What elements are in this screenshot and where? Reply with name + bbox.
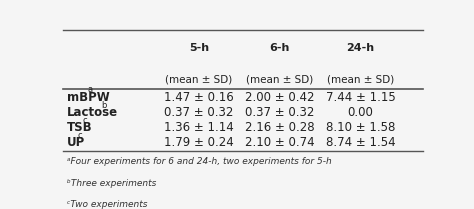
Text: TSB: TSB (66, 121, 92, 134)
Text: 2.00 ± 0.42: 2.00 ± 0.42 (245, 90, 314, 104)
Text: 0.37 ± 0.32: 0.37 ± 0.32 (245, 106, 314, 119)
Text: (mean ± SD): (mean ± SD) (327, 75, 394, 85)
Text: mBPW: mBPW (66, 90, 109, 104)
Text: c: c (78, 131, 82, 140)
Text: 2.10 ± 0.74: 2.10 ± 0.74 (245, 136, 314, 149)
Text: ᶜTwo experiments: ᶜTwo experiments (66, 200, 147, 209)
Text: UP: UP (66, 136, 85, 149)
Text: (mean ± SD): (mean ± SD) (165, 75, 232, 85)
Text: 8.74 ± 1.54: 8.74 ± 1.54 (326, 136, 395, 149)
Text: c: c (82, 116, 87, 125)
Text: 1.36 ± 1.14: 1.36 ± 1.14 (164, 121, 234, 134)
Text: 5-h: 5-h (189, 43, 209, 53)
Text: ᵃFour experiments for 6 and 24-h, two experiments for 5-h: ᵃFour experiments for 6 and 24-h, two ex… (66, 157, 331, 166)
Text: 6-h: 6-h (270, 43, 290, 53)
Text: (mean ± SD): (mean ± SD) (246, 75, 313, 85)
Text: 2.16 ± 0.28: 2.16 ± 0.28 (245, 121, 314, 134)
Text: 7.44 ± 1.15: 7.44 ± 1.15 (326, 90, 395, 104)
Text: 24-h: 24-h (346, 43, 374, 53)
Text: 1.79 ± 0.24: 1.79 ± 0.24 (164, 136, 234, 149)
Text: 0.00: 0.00 (347, 106, 374, 119)
Text: 0.37 ± 0.32: 0.37 ± 0.32 (164, 106, 234, 119)
Text: b: b (101, 101, 107, 110)
Text: Lactose: Lactose (66, 106, 118, 119)
Text: 8.10 ± 1.58: 8.10 ± 1.58 (326, 121, 395, 134)
Text: a: a (87, 85, 92, 94)
Text: ᵇThree experiments: ᵇThree experiments (66, 179, 156, 188)
Text: 1.47 ± 0.16: 1.47 ± 0.16 (164, 90, 234, 104)
